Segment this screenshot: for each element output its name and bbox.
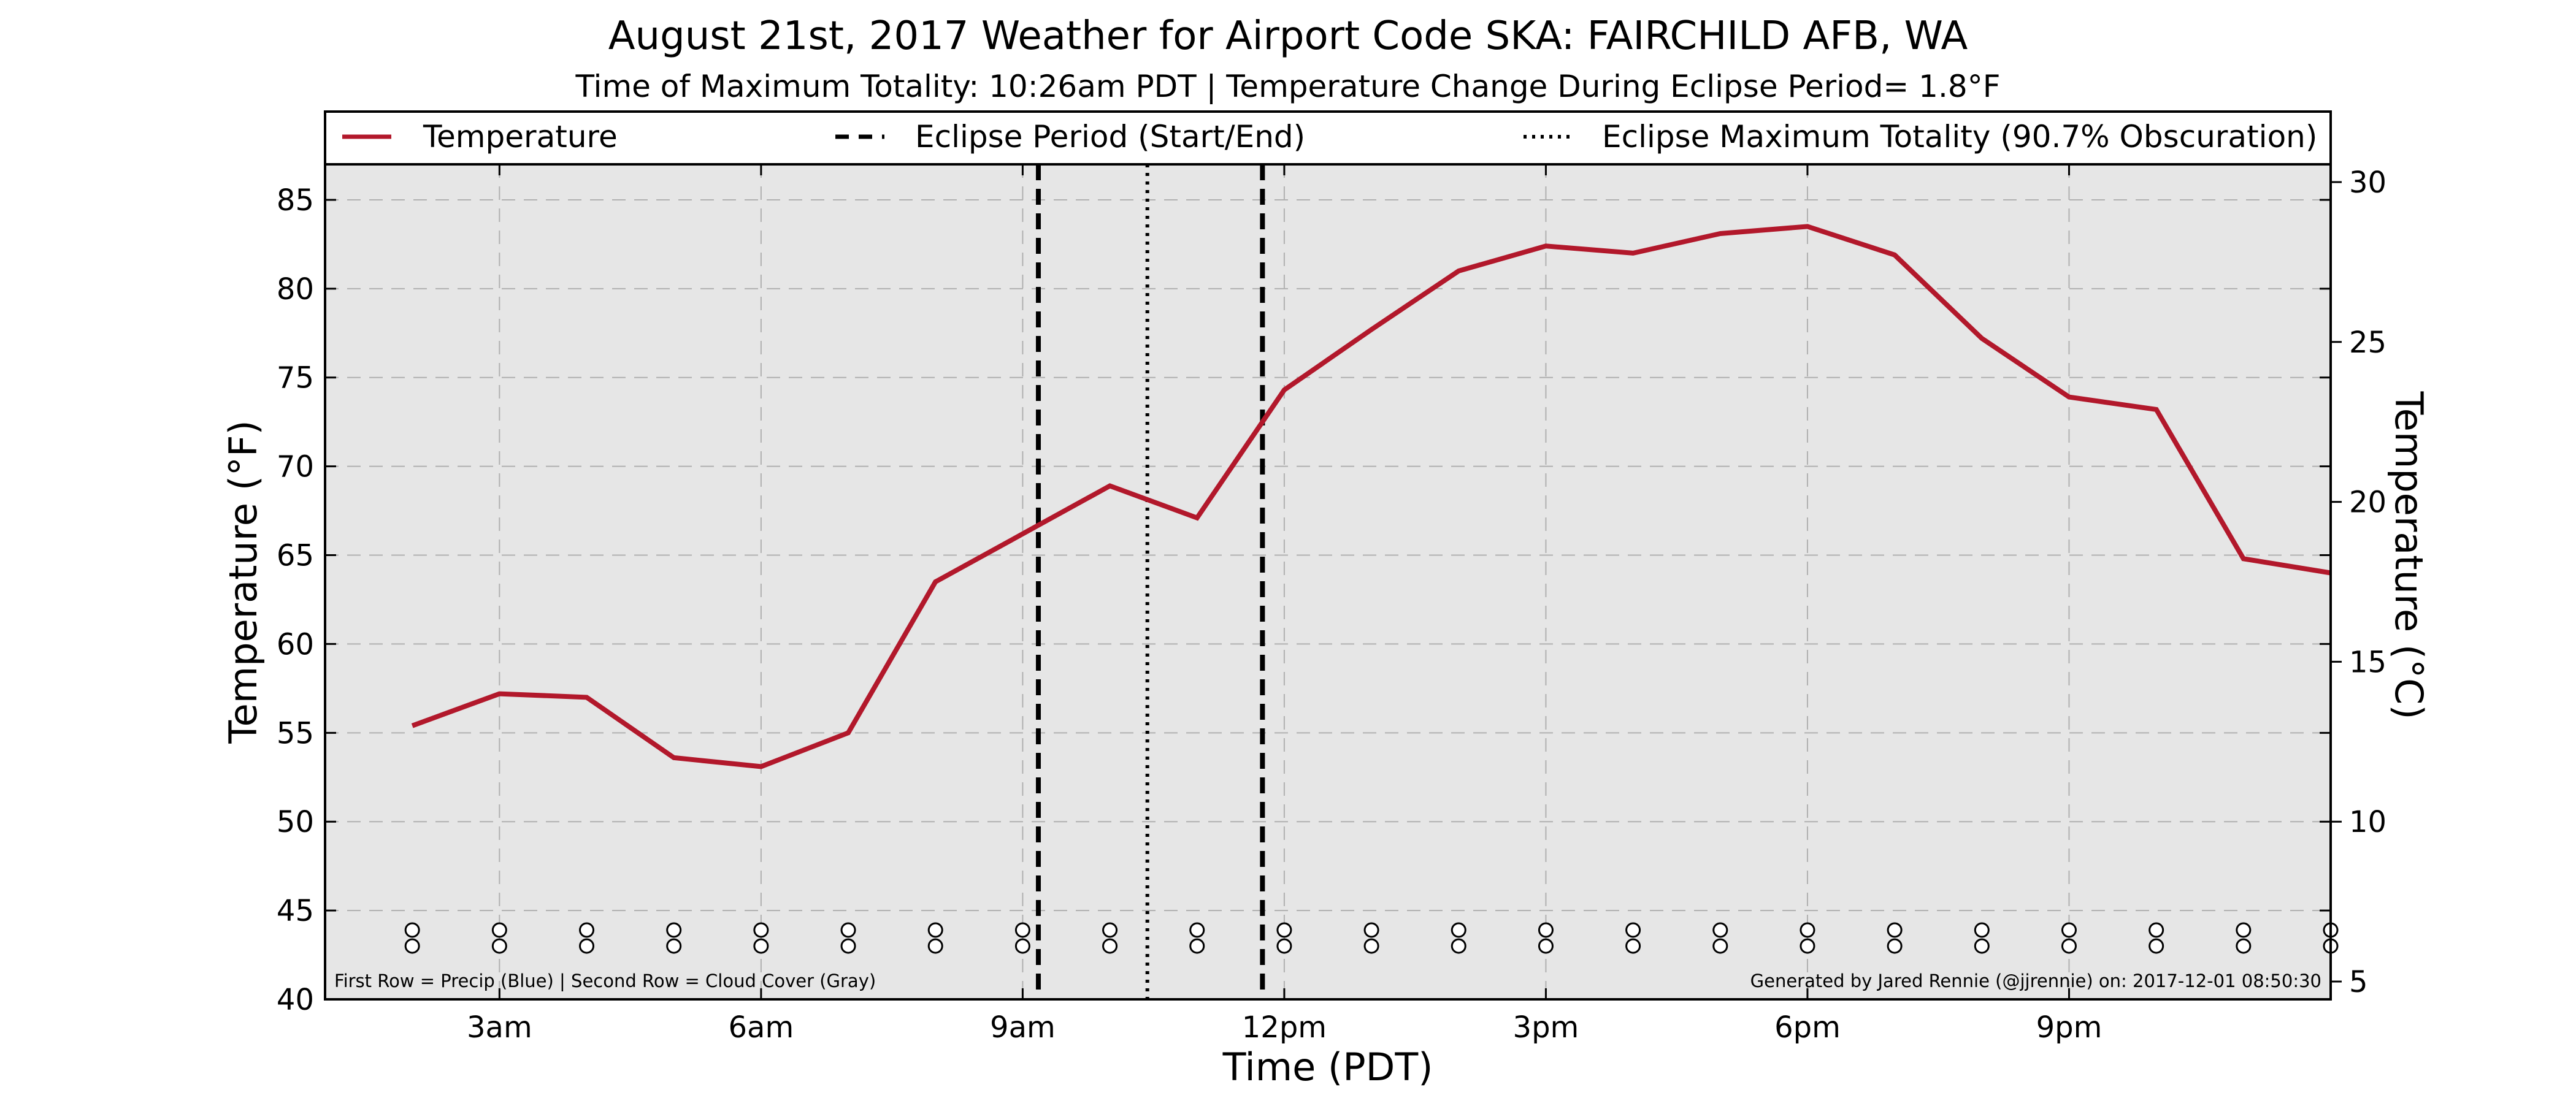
y-axis-label-right: Temperature (°C) (2386, 391, 2431, 719)
precip-marker (1887, 922, 1903, 938)
cloud-cover-marker (1887, 938, 1903, 954)
precip-marker (1451, 922, 1466, 938)
precip-marker (579, 922, 595, 938)
y-tick-label: 55 (277, 716, 314, 750)
x-tick-label: 9am (990, 1010, 1056, 1045)
x-tick-label: 6pm (1774, 1010, 1841, 1045)
footnote-left: First Row = Precip (Blue) | Second Row =… (334, 971, 876, 991)
precip-marker (1625, 922, 1641, 938)
precip-marker (1102, 922, 1118, 938)
precip-marker (1363, 922, 1379, 938)
y-axis-label-left: Temperature (°F) (221, 420, 266, 744)
precip-marker (404, 922, 420, 938)
cloud-cover-marker (2149, 938, 2164, 954)
cloud-cover-marker (1014, 938, 1030, 954)
precip-marker (1712, 922, 1728, 938)
y-tick-label: 85 (277, 183, 314, 218)
precip-marker (1800, 922, 1815, 938)
y-tick-label: 70 (277, 450, 314, 484)
y-tick-label: 40 (277, 983, 314, 1017)
legend: Temperature Eclipse Period (Start/End) E… (324, 110, 2332, 166)
precip-marker (2149, 922, 2164, 938)
x-axis-label: Time (PDT) (1222, 1045, 1433, 1089)
y-right-tick-label: 20 (2349, 486, 2386, 520)
cloud-cover-marker (1276, 938, 1292, 954)
cloud-cover-marker (2061, 938, 2077, 954)
precip-marker (2236, 922, 2252, 938)
eclipse-lines (1035, 164, 1265, 999)
cloud-cover-marker (1102, 938, 1118, 954)
precip-marker (2061, 922, 2077, 938)
precip-marker (1276, 922, 1292, 938)
y-tick-label: 80 (277, 272, 314, 307)
cloud-cover-marker (1800, 938, 1815, 954)
x-tick-label: 12pm (1242, 1010, 1327, 1045)
y-right-tick-label: 15 (2349, 645, 2386, 679)
cloud-cover-marker (927, 938, 943, 954)
x-tick-label: 3pm (1513, 1010, 1579, 1045)
y-right-tick-label: 25 (2349, 326, 2386, 360)
cloud-cover-marker (1363, 938, 1379, 954)
y-axis-left: 40 45 50 55 60 65 70 75 80 85 (277, 183, 2331, 1017)
cloud-cover-marker (579, 938, 595, 954)
cloud-cover-marker (840, 938, 856, 954)
marker-rows (404, 922, 2339, 954)
legend-frame (324, 110, 2332, 166)
precip-marker (927, 922, 943, 938)
precip-marker (1538, 922, 1554, 938)
y-right-tick-label: 5 (2349, 965, 2368, 999)
precip-marker (840, 922, 856, 938)
cloud-cover-marker (666, 938, 682, 954)
plot-area (325, 164, 2331, 999)
legend-label-temperature: Temperature (423, 119, 618, 154)
cloud-cover-marker (404, 938, 420, 954)
precip-marker (1189, 922, 1205, 938)
cloud-cover-marker (1538, 938, 1554, 954)
chart-title: August 21st, 2017 Weather for Airport Co… (608, 13, 1968, 59)
x-axis: 3am 6am 9am 12pm 3pm 6pm 9pm (467, 164, 2102, 1045)
precip-marker (1014, 922, 1030, 938)
legend-label-eclipse-max: Eclipse Maximum Totality (90.7% Obscurat… (1602, 119, 2317, 154)
footnote-right: Generated by Jared Rennie (@jjrennie) on… (1750, 971, 2321, 991)
y-right-tick-label: 30 (2349, 166, 2386, 200)
legend-label-eclipse-period: Eclipse Period (Start/End) (915, 119, 1305, 154)
cloud-cover-marker (753, 938, 769, 954)
x-tick-label: 9pm (2036, 1010, 2103, 1045)
y-right-tick-label: 10 (2349, 805, 2386, 839)
y-axis-right: 5 10 15 20 25 30 (2331, 166, 2386, 999)
x-tick-label: 3am (467, 1010, 532, 1045)
cloud-cover-marker (1974, 938, 1990, 954)
precip-marker (1974, 922, 1990, 938)
cloud-cover-marker (1189, 938, 1205, 954)
series-layer (411, 224, 2331, 769)
cloud-cover-marker (1625, 938, 1641, 954)
precip-marker (666, 922, 682, 938)
x-tick-label: 6am (729, 1010, 794, 1045)
cloud-cover-marker (491, 938, 507, 954)
cloud-cover-marker (1712, 938, 1728, 954)
precip-marker (753, 922, 769, 938)
y-tick-label: 65 (277, 539, 314, 573)
chart-subtitle: Time of Maximum Totality: 10:26am PDT | … (575, 69, 2001, 104)
series-line-temperature (411, 224, 2331, 769)
grid-lines (325, 164, 2331, 999)
cloud-cover-marker (2236, 938, 2252, 954)
y-tick-label: 60 (277, 627, 314, 662)
y-tick-label: 45 (277, 894, 314, 928)
precip-marker (491, 922, 507, 938)
cloud-cover-marker (1451, 938, 1466, 954)
y-tick-label: 75 (277, 361, 314, 395)
y-tick-label: 50 (277, 805, 314, 839)
